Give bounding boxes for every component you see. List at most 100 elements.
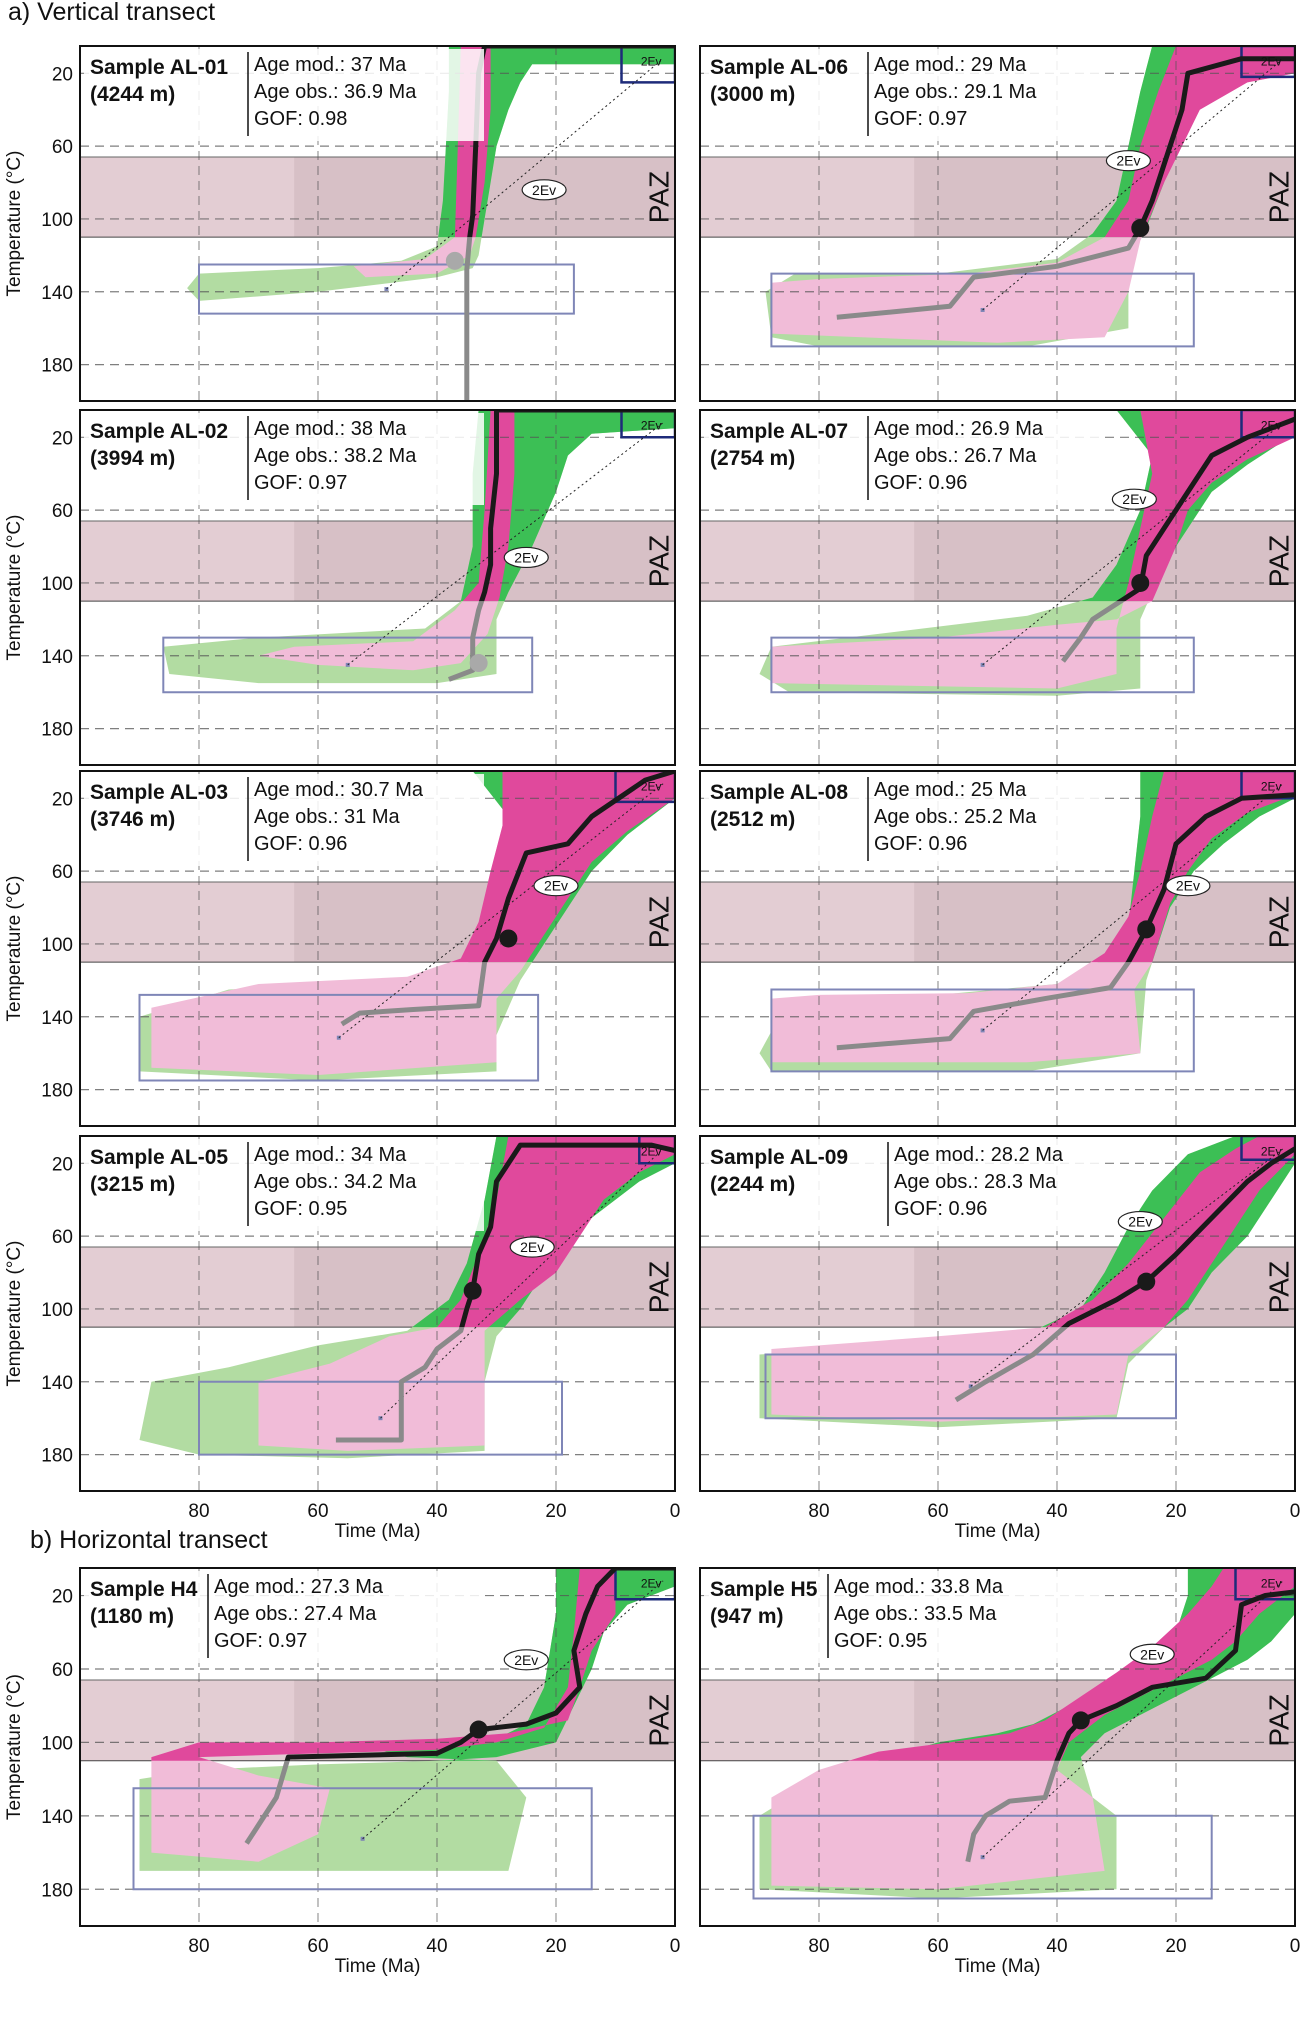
plot-area: 2Ev 2Ev [80, 46, 675, 401]
section-b-title: b) Horizontal transect [30, 1526, 268, 1554]
sample-elevation: (1180 m) [90, 1605, 174, 1628]
best-path [1132, 56, 1295, 238]
x-tick-label: 20 [545, 1936, 566, 1957]
x-tick-label: 20 [545, 1501, 566, 1522]
ev-label: 2Ev [1116, 153, 1140, 169]
path-marker [1071, 1711, 1090, 1730]
sample-name: Sample AL-08 [710, 781, 848, 804]
constraint-box-surface [620, 46, 675, 84]
age-observed: Age obs.: 38.2 Ma [254, 445, 417, 467]
plot-frame [79, 45, 676, 402]
plot-frame [79, 1567, 676, 1927]
best-path-lower [340, 962, 488, 1027]
plot-frame [699, 45, 1296, 402]
path-marker [1137, 920, 1156, 939]
plot-area: 2Ev 2Ev [80, 410, 675, 765]
ev-label: 2Ev [544, 878, 568, 894]
info-box-bg [84, 1139, 484, 1231]
paz-label: PAZ [1263, 171, 1294, 223]
x-tick-label: 60 [307, 1501, 328, 1522]
plot-frame [699, 1567, 1296, 1927]
sample-name: Sample AL-01 [90, 56, 228, 79]
goodness-of-fit: GOF: 0.96 [874, 472, 967, 494]
y-tick-label: 100 [41, 210, 73, 231]
info-box-bg [84, 49, 484, 141]
age-observed: Age obs.: 34.2 Ma [254, 1171, 417, 1193]
expected-trend-line [982, 422, 1284, 666]
sample-name: Sample H4 [90, 1578, 198, 1601]
best-path-lower [965, 1760, 1060, 1863]
ev-label: 2Ev [1140, 1646, 1164, 1662]
age-modelled: Age mod.: 38 Ma [254, 418, 407, 440]
x-tick-label: 40 [426, 1501, 447, 1522]
constraint-box-surface [614, 771, 675, 804]
age-modelled: Age mod.: 37 Ma [254, 54, 407, 76]
upper-region [151, 1568, 675, 1761]
best-path-lower [954, 1327, 1069, 1403]
path-marker [1131, 219, 1150, 238]
ev-label: 2Ev [514, 1652, 538, 1668]
constraint-box-surface [1240, 1136, 1295, 1161]
constraint-box [752, 1814, 1213, 1900]
x-axis-label: Time (Ma) [955, 1956, 1041, 1977]
best-path [478, 410, 675, 602]
y-tick-label: 100 [41, 1300, 73, 1321]
age-observed: Age obs.: 29.1 Ma [874, 81, 1037, 103]
y-tick-label: 20 [52, 1587, 73, 1608]
best-path [482, 771, 675, 963]
y-tick-label: 60 [52, 501, 73, 522]
best-path-lower [464, 237, 473, 401]
plot-frame [79, 770, 676, 1127]
sample-name: Sample H5 [710, 1578, 818, 1601]
x-tick-label: 80 [188, 1936, 209, 1957]
y-tick-label: 180 [41, 1446, 73, 1467]
constraint-box-surface [614, 1568, 675, 1601]
paz-label: PAZ [643, 1261, 674, 1313]
ev-ellipse [1165, 875, 1211, 897]
ev-ellipse [1111, 488, 1157, 510]
upper-region [1090, 771, 1295, 963]
best-path [459, 1142, 675, 1328]
goodness-of-fit: GOF: 0.95 [834, 1630, 927, 1652]
ev-label-surface: 2Ev [1261, 419, 1282, 433]
y-tick-label: 100 [41, 935, 73, 956]
y-tick-label: 60 [52, 137, 73, 158]
ev-ellipse [1105, 150, 1152, 172]
x-tick-label: 60 [927, 1501, 948, 1522]
y-tick-label: 180 [41, 1081, 73, 1102]
ev-ellipse [503, 546, 549, 569]
chart-panel: 2Ev 2Ev PAZ Sample H5 (947 m) Age mod.: 33.8 … [699, 1567, 1301, 1977]
path-marker [469, 1720, 488, 1739]
ev-ellipse [503, 1649, 549, 1671]
path-marker [1137, 1272, 1156, 1291]
good-envelope-light [187, 46, 675, 301]
age-modelled: Age mod.: 25 Ma [874, 779, 1027, 801]
y-tick-label: 100 [41, 1733, 73, 1754]
x-tick-label: 0 [1290, 1936, 1301, 1957]
constraint-box-surface [1240, 771, 1295, 800]
sample-name: Sample AL-03 [90, 781, 228, 804]
ev-ellipse [533, 875, 579, 897]
info-box-bg [704, 774, 1104, 866]
age-modelled: Age mod.: 30.7 Ma [254, 779, 424, 801]
plot-area: 2Ev 2Ev [700, 1568, 1295, 1926]
info-box-bg [84, 774, 484, 866]
x-tick-label: 40 [426, 1936, 447, 1957]
x-tick-label: 20 [1165, 1501, 1186, 1522]
constraint-box-surface [620, 410, 675, 439]
upper-region [848, 1568, 1295, 1761]
age-observed: Age obs.: 36.9 Ma [254, 81, 417, 103]
y-tick-label: 20 [52, 64, 73, 85]
x-tick-label: 0 [670, 1501, 681, 1522]
paz-label: PAZ [643, 171, 674, 223]
ev-label: 2Ev [532, 182, 556, 198]
chart-panel: 2Ev 2Ev PAZ Sample AL-06 (3000 m) Age mod.: 2… [699, 45, 1296, 402]
goodness-of-fit: GOF: 0.96 [894, 1198, 987, 1220]
goodness-of-fit: GOF: 0.97 [874, 108, 967, 130]
best-path [284, 1568, 675, 1761]
path-marker [463, 1281, 482, 1300]
ev-ellipse [1117, 1210, 1163, 1233]
info-box-bg [704, 49, 1104, 141]
